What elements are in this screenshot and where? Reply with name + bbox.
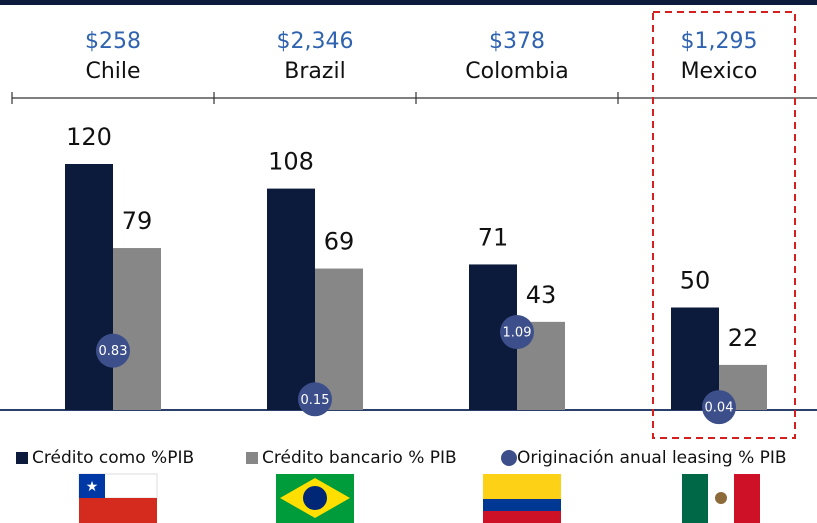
header-label: $258 bbox=[85, 29, 141, 54]
leasing-label: 0.15 bbox=[301, 393, 330, 408]
top-bar bbox=[0, 0, 817, 5]
value-label: 22 bbox=[728, 324, 759, 352]
legend-marker bbox=[501, 450, 517, 466]
flag-brazil bbox=[276, 474, 354, 523]
svg-text:★: ★ bbox=[86, 479, 99, 495]
legend-marker bbox=[16, 452, 28, 464]
leasing-dot bbox=[298, 382, 332, 417]
flag-colombia bbox=[483, 474, 561, 523]
legend-label: Crédito como %PIB bbox=[32, 448, 194, 468]
legend-label: Crédito bancario % PIB bbox=[262, 448, 457, 468]
category-label: Mexico bbox=[681, 59, 758, 84]
header-label: $378 bbox=[489, 29, 545, 54]
leasing-dot bbox=[500, 315, 534, 350]
header-label: $2,346 bbox=[277, 29, 354, 54]
flag-chile: ★ bbox=[78, 473, 158, 523]
legend-marker bbox=[246, 452, 258, 464]
leasing-label: 1.09 bbox=[503, 326, 532, 341]
flag-mexico bbox=[682, 474, 760, 523]
value-label: 50 bbox=[680, 267, 711, 295]
leasing-dot bbox=[96, 333, 130, 368]
value-label: 79 bbox=[122, 207, 153, 235]
leasing-label: 0.83 bbox=[99, 344, 128, 359]
category-label: Chile bbox=[85, 59, 140, 84]
header-label: $1,295 bbox=[681, 29, 758, 54]
value-label: 71 bbox=[478, 223, 509, 251]
value-label: 43 bbox=[526, 281, 557, 309]
category-label: Colombia bbox=[465, 59, 568, 84]
bar bbox=[267, 188, 315, 410]
value-label: 120 bbox=[66, 123, 112, 151]
value-label: 69 bbox=[324, 228, 355, 256]
category-label: Brazil bbox=[284, 59, 345, 84]
leasing-label: 0.04 bbox=[705, 401, 734, 416]
bar bbox=[65, 164, 113, 410]
leasing-dot bbox=[702, 390, 736, 425]
legend-label: Originación anual leasing % PIB bbox=[517, 448, 787, 468]
highlight-box bbox=[652, 11, 796, 439]
bar bbox=[113, 248, 161, 410]
value-label: 108 bbox=[268, 148, 314, 176]
